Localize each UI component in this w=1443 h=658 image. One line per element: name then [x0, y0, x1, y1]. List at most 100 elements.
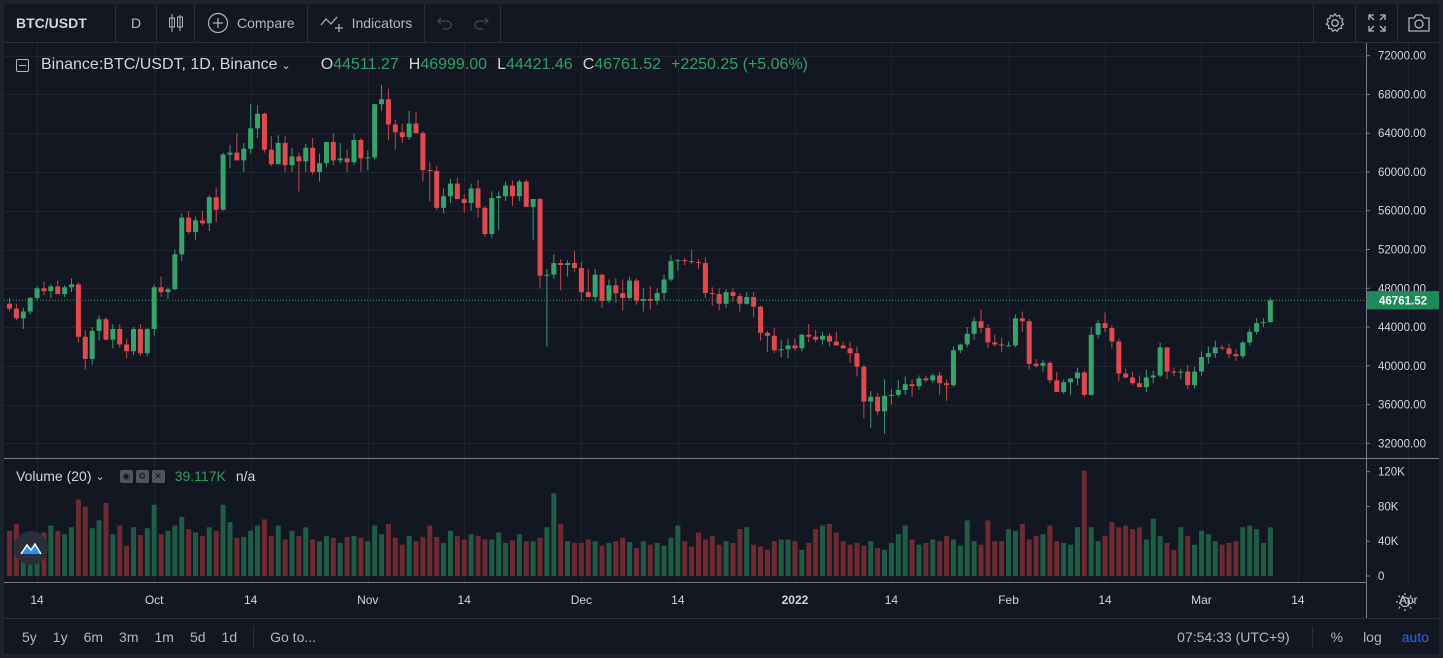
chevron-down-icon[interactable]: ⌄: [281, 59, 291, 72]
volume-bar: [909, 539, 915, 576]
volume-bar: [709, 536, 715, 576]
candle-body: [1123, 373, 1129, 378]
candle-body: [633, 280, 639, 301]
candle-body: [358, 139, 364, 159]
goto-date-button[interactable]: Go to...: [270, 629, 317, 645]
volume-bar: [1012, 530, 1018, 576]
range-5d-button[interactable]: 5d: [189, 629, 206, 645]
candle-body: [241, 148, 247, 161]
series-title[interactable]: Binance:BTC/USDT, 1D, Binance: [41, 56, 278, 73]
clock-timezone[interactable]: 07:54:33 (UTC+9): [1177, 629, 1290, 645]
candle-body: [1192, 371, 1198, 386]
candle-body: [13, 308, 19, 319]
volume-bar: [999, 541, 1005, 576]
settings-button[interactable]: [1313, 4, 1355, 42]
candle-body: [661, 279, 667, 294]
volume-bar: [392, 537, 398, 576]
chart-style-button[interactable]: [157, 4, 195, 42]
candle-body: [193, 220, 199, 233]
candle-body: [744, 296, 750, 304]
collapse-legend-icon[interactable]: [16, 58, 29, 72]
open-key: O: [320, 56, 334, 73]
chevron-down-icon[interactable]: ⌄: [95, 470, 105, 483]
volume-bar: [144, 528, 150, 576]
candle-body: [503, 185, 509, 197]
time-axis[interactable]: 14 Oct 14 Nov 14 Dec 14 2022 14 Feb 14 Mar 14 Apr: [30, 593, 1417, 607]
candle-body: [337, 158, 343, 161]
symbol-search-button[interactable]: BTC/USDT: [4, 4, 116, 42]
volume-bar: [627, 542, 633, 576]
range-1d-button[interactable]: 1d: [221, 629, 238, 645]
candle-body: [1178, 371, 1184, 373]
screenshot-button[interactable]: [1397, 4, 1439, 42]
close-icon[interactable]: ✕: [151, 469, 165, 483]
time-tick-label: 14: [885, 593, 899, 607]
undo-button[interactable]: [425, 4, 463, 42]
range-5y-button[interactable]: 5y: [22, 629, 37, 645]
volume-bar: [785, 539, 791, 576]
volume-title[interactable]: Volume (20): [16, 468, 92, 484]
volume-bar: [778, 539, 784, 576]
fullscreen-button[interactable]: [1355, 4, 1397, 42]
range-1y-button[interactable]: 1y: [52, 629, 68, 645]
volume-bar: [944, 536, 950, 576]
main-chart[interactable]: 72000.00 68000.00 64000.00 60000.00 56000.00…: [4, 43, 1439, 619]
volume-bar: [323, 536, 329, 576]
bottom-toolbar: 5y 1y 6m 3m 1m 5d 1d Go to... 07:54:33 (…: [4, 618, 1439, 655]
candle-body: [902, 384, 908, 391]
candle-body: [1019, 318, 1025, 322]
time-tick-label: Apr: [1399, 593, 1418, 607]
candle-body: [682, 260, 688, 262]
candle-body: [957, 344, 963, 351]
volume-bar: [220, 504, 226, 576]
candle-body: [723, 292, 729, 304]
volume-bar: [337, 542, 343, 576]
range-6m-button[interactable]: 6m: [83, 629, 104, 645]
candle-body: [868, 396, 874, 402]
volume-bar: [110, 534, 116, 576]
candle-body: [1109, 327, 1115, 342]
candle-body: [124, 344, 130, 352]
candle-body: [1260, 322, 1266, 324]
volume-legend[interactable]: Volume (20) ⌄ ◉ ⚙ ✕ 39.117K n/a: [16, 468, 255, 484]
eye-icon[interactable]: ◉: [119, 469, 133, 483]
volume-bar: [379, 534, 385, 576]
gear-icon[interactable]: ⚙: [135, 469, 149, 483]
log-scale-toggle[interactable]: log: [1363, 629, 1382, 645]
volume-bar: [551, 493, 557, 576]
time-axis-settings-button[interactable]: [1396, 593, 1414, 611]
volume-bar: [978, 544, 984, 576]
candle-body: [158, 287, 164, 293]
close-key: C: [582, 56, 595, 73]
volume-axis[interactable]: 120K 80K 40K 0: [1366, 467, 1405, 583]
redo-button[interactable]: [463, 4, 502, 42]
candle-body: [654, 293, 660, 301]
candle-body: [110, 328, 116, 340]
range-1m-button[interactable]: 1m: [154, 629, 174, 645]
volume-bar: [847, 544, 853, 576]
volume-bar: [716, 544, 722, 576]
volume-bar: [158, 534, 164, 576]
compare-button[interactable]: Compare: [195, 4, 308, 42]
candle-body: [199, 220, 205, 224]
volume-bar: [482, 539, 488, 576]
plus-circle-icon: [207, 12, 229, 34]
candle-body: [964, 333, 970, 345]
interval-button[interactable]: D: [116, 4, 157, 42]
camera-icon: [1407, 14, 1430, 32]
indicators-button[interactable]: Indicators: [308, 4, 426, 42]
auto-scale-toggle[interactable]: auto: [1401, 629, 1429, 645]
price-axis[interactable]: 72000.00 68000.00 64000.00 60000.00 56000.00…: [1366, 51, 1426, 451]
volume-bar: [1178, 527, 1184, 576]
volume-bar: [888, 542, 894, 576]
candle-body: [558, 263, 564, 266]
range-3m-button[interactable]: 3m: [119, 629, 139, 645]
percent-scale-toggle[interactable]: %: [1330, 629, 1344, 645]
volume-bar: [1157, 536, 1163, 576]
time-tick-label: Nov: [357, 593, 378, 607]
time-tick-label: 14: [1098, 593, 1112, 607]
tradingview-logo[interactable]: [14, 531, 48, 565]
series-legend[interactable]: Binance:BTC/USDT, 1D, Binance ⌄ O 44511.…: [16, 54, 808, 76]
candle-body: [1116, 341, 1122, 374]
candle-body: [613, 285, 619, 294]
